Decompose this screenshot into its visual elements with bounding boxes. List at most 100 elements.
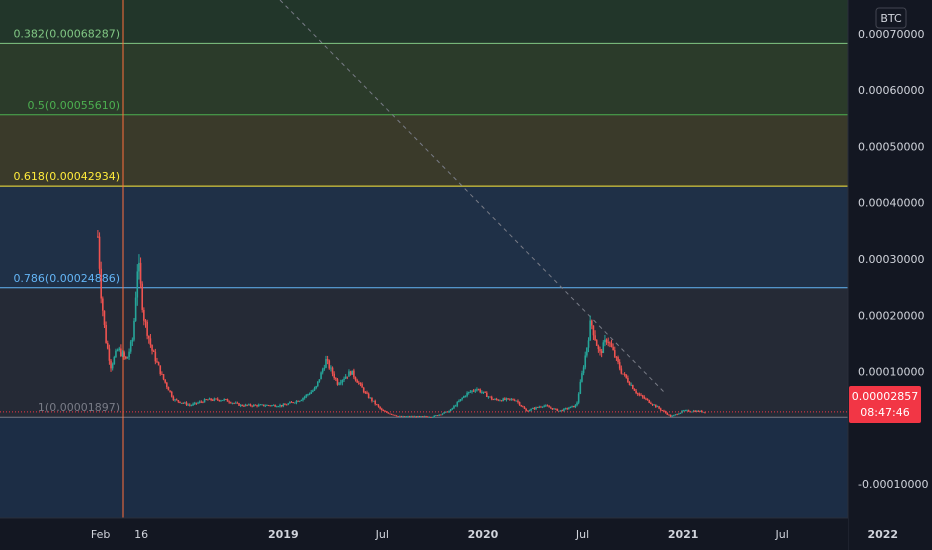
candle-body: [294, 402, 296, 404]
candle-body: [566, 408, 568, 410]
last-price-countdown: 08:47:46: [860, 406, 909, 419]
candle-body: [154, 351, 157, 362]
candle-body: [676, 414, 678, 416]
candle-body: [203, 399, 206, 403]
candle-body: [425, 416, 427, 418]
candle-body: [691, 411, 693, 413]
currency-badge[interactable]: BTC: [875, 7, 907, 29]
candle-body: [202, 401, 204, 403]
candle-body: [210, 398, 212, 401]
candle-body: [108, 348, 111, 361]
candle-body: [620, 368, 623, 374]
candle-body: [369, 397, 372, 399]
candle-body: [554, 408, 557, 410]
candle-body: [141, 283, 144, 310]
candle-body: [248, 404, 250, 406]
candle-body: [244, 404, 247, 407]
candle-body: [430, 417, 432, 418]
candle-body: [513, 400, 516, 401]
candle-body: [433, 415, 436, 418]
candle-body: [600, 351, 603, 353]
candle-body: [200, 401, 203, 403]
x-tick-label: 2019: [268, 528, 299, 541]
candle-body: [287, 403, 290, 405]
time-axis-background: [0, 518, 848, 550]
y-tick-label: 0.00010000: [858, 366, 924, 379]
candle-body: [170, 391, 173, 397]
candle-body: [490, 396, 493, 400]
candle-body: [640, 394, 642, 396]
candle-body: [400, 416, 403, 418]
candle-body: [682, 410, 685, 412]
candle-body: [487, 396, 490, 398]
candle-body: [251, 405, 253, 407]
candle-body: [692, 410, 695, 412]
candle-body: [525, 408, 527, 411]
candle-body: [394, 414, 396, 416]
candle-body: [531, 408, 534, 409]
candle-body: [146, 321, 148, 336]
candle-body: [700, 410, 703, 413]
candle-body: [551, 408, 554, 410]
candle-body: [348, 371, 350, 377]
candle-body: [269, 405, 271, 407]
candle-body: [615, 356, 618, 358]
candle-body: [346, 376, 349, 378]
candle-body: [144, 320, 147, 322]
candle-body: [512, 399, 514, 401]
fib-label-0.618: 0.618(0.00042934): [13, 170, 120, 183]
candle-body: [362, 387, 365, 393]
price-axis-background: [848, 0, 932, 550]
candle-body: [106, 342, 109, 349]
candle-body: [428, 417, 431, 418]
candle-body: [330, 367, 332, 369]
candle-body: [435, 415, 437, 417]
candle-body: [184, 402, 186, 404]
candle-body: [646, 399, 649, 400]
candle-body: [302, 398, 304, 401]
candle-body: [236, 402, 239, 404]
candle-body: [684, 410, 687, 412]
time-axis[interactable]: Feb 16 2019 Jul 2020 Jul 2021 Jul 2022: [0, 517, 898, 550]
candle-body: [449, 409, 452, 412]
candle-body: [495, 399, 498, 400]
trendline-segment[interactable]: [279, 0, 665, 393]
candle-body: [420, 416, 422, 417]
candle-body: [630, 385, 632, 386]
candle-body: [234, 402, 237, 404]
candle-body: [412, 416, 414, 418]
fib-band-0.786: [0, 186, 848, 288]
y-tick-label: 0.00050000: [858, 140, 924, 153]
candle-body: [284, 404, 286, 406]
candle-body: [497, 399, 500, 401]
candle-body: [549, 407, 552, 409]
candle-body: [417, 416, 419, 418]
candle-body: [622, 373, 624, 375]
price-axis[interactable]: 0.00070000 0.00060000 0.00050000 0.00040000…: [847, 0, 932, 550]
candle-body: [671, 415, 673, 417]
candle-body: [612, 346, 614, 351]
candle-body: [190, 405, 193, 407]
candle-body: [633, 388, 636, 391]
candle-body: [246, 404, 249, 406]
trendline[interactable]: [279, 0, 665, 393]
y-tick-label: -0.00010000: [858, 478, 928, 491]
currency-badge-label: BTC: [880, 12, 902, 25]
currency-badge-frame: [875, 7, 907, 29]
candle-body: [459, 399, 462, 401]
candle-body: [594, 335, 596, 341]
candle-body: [408, 416, 411, 418]
candle-body: [187, 404, 189, 406]
candle-body: [207, 399, 209, 401]
candle-body: [561, 410, 564, 412]
candle-body: [385, 411, 388, 413]
candle-body: [469, 391, 472, 393]
candle-body: [669, 414, 672, 417]
candlestick-series: [97, 230, 706, 418]
candle-body: [271, 405, 273, 407]
fib-band-0.5: [0, 43, 848, 115]
candle-body: [481, 392, 483, 394]
candle-body: [546, 405, 549, 407]
candle-body: [295, 400, 298, 403]
